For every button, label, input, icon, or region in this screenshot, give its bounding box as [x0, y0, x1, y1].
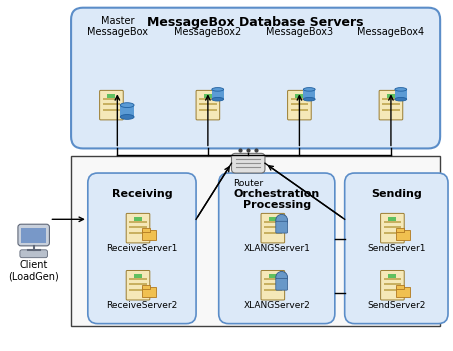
Ellipse shape — [395, 88, 407, 91]
Bar — [199, 109, 217, 111]
Bar — [295, 94, 304, 98]
Bar — [396, 287, 410, 297]
Bar — [396, 228, 404, 232]
FancyBboxPatch shape — [88, 173, 196, 324]
Text: MessageBox3: MessageBox3 — [266, 27, 333, 37]
FancyBboxPatch shape — [71, 8, 440, 148]
FancyBboxPatch shape — [288, 90, 311, 120]
Bar — [290, 103, 308, 105]
FancyBboxPatch shape — [381, 213, 404, 243]
FancyBboxPatch shape — [126, 213, 150, 243]
Bar — [129, 221, 147, 223]
Text: SendServer1: SendServer1 — [367, 244, 426, 253]
Bar — [129, 232, 147, 234]
FancyBboxPatch shape — [276, 278, 288, 290]
Bar — [264, 226, 282, 228]
Ellipse shape — [212, 98, 224, 101]
Bar — [382, 103, 400, 105]
Bar — [269, 217, 277, 221]
FancyBboxPatch shape — [261, 271, 284, 300]
Text: XLANGServer2: XLANGServer2 — [243, 301, 310, 310]
Ellipse shape — [120, 103, 134, 107]
Circle shape — [276, 214, 288, 226]
Bar — [102, 109, 120, 111]
Bar — [102, 98, 120, 100]
Bar — [304, 90, 315, 99]
Bar — [199, 98, 217, 100]
Bar — [134, 274, 142, 278]
Bar — [264, 289, 282, 291]
Bar — [142, 228, 150, 232]
Bar — [396, 230, 410, 240]
Bar — [384, 283, 401, 285]
FancyBboxPatch shape — [18, 224, 49, 246]
FancyBboxPatch shape — [126, 271, 150, 300]
FancyBboxPatch shape — [381, 271, 404, 300]
Bar — [129, 283, 147, 285]
FancyBboxPatch shape — [100, 90, 123, 120]
FancyBboxPatch shape — [379, 90, 403, 120]
Bar — [134, 217, 142, 221]
Bar — [264, 283, 282, 285]
Bar — [142, 230, 156, 240]
Bar — [384, 278, 401, 280]
Ellipse shape — [395, 98, 407, 101]
Bar — [204, 94, 212, 98]
Text: ReceiveServer2: ReceiveServer2 — [106, 301, 178, 310]
Ellipse shape — [212, 88, 224, 91]
FancyBboxPatch shape — [219, 173, 335, 324]
Text: MessageBox2: MessageBox2 — [174, 27, 241, 37]
Text: ReceiveServer1: ReceiveServer1 — [106, 244, 178, 253]
Bar — [290, 98, 308, 100]
Bar — [142, 287, 156, 297]
Bar — [382, 109, 400, 111]
Bar — [129, 226, 147, 228]
Text: MessageBox4: MessageBox4 — [357, 27, 424, 37]
Text: Orchestration
Processing: Orchestration Processing — [234, 189, 320, 210]
Bar — [389, 274, 396, 278]
FancyBboxPatch shape — [20, 250, 48, 258]
Bar — [382, 98, 400, 100]
Bar — [71, 156, 440, 326]
Bar — [129, 289, 147, 291]
Text: Client
(LoadGen): Client (LoadGen) — [8, 260, 59, 281]
Circle shape — [276, 271, 288, 283]
Text: Receiving: Receiving — [111, 189, 172, 199]
Bar — [21, 228, 47, 243]
Bar — [387, 94, 395, 98]
FancyBboxPatch shape — [261, 213, 284, 243]
Bar — [290, 109, 308, 111]
Text: Sending: Sending — [371, 189, 422, 199]
Text: Master
MessageBox: Master MessageBox — [87, 16, 148, 37]
Text: SendServer2: SendServer2 — [367, 301, 425, 310]
Bar — [264, 221, 282, 223]
Bar — [384, 221, 401, 223]
Bar — [129, 278, 147, 280]
Bar — [269, 274, 277, 278]
Bar — [396, 285, 404, 289]
Bar — [212, 90, 224, 99]
Bar — [120, 105, 134, 117]
Bar — [142, 285, 150, 289]
Bar — [107, 94, 116, 98]
Bar — [102, 103, 120, 105]
Bar — [389, 217, 396, 221]
Text: XLANGServer1: XLANGServer1 — [243, 244, 310, 253]
FancyBboxPatch shape — [345, 173, 448, 324]
Bar — [384, 289, 401, 291]
FancyBboxPatch shape — [231, 153, 265, 173]
Text: MessageBox Database Servers: MessageBox Database Servers — [147, 15, 364, 28]
Bar — [384, 226, 401, 228]
FancyBboxPatch shape — [276, 221, 288, 233]
Ellipse shape — [304, 98, 315, 101]
FancyBboxPatch shape — [196, 90, 220, 120]
Ellipse shape — [120, 114, 134, 119]
Bar — [395, 90, 407, 99]
Bar — [384, 232, 401, 234]
Text: Router: Router — [233, 179, 263, 188]
Ellipse shape — [304, 88, 315, 91]
Bar — [264, 232, 282, 234]
Bar — [199, 103, 217, 105]
Bar — [264, 278, 282, 280]
